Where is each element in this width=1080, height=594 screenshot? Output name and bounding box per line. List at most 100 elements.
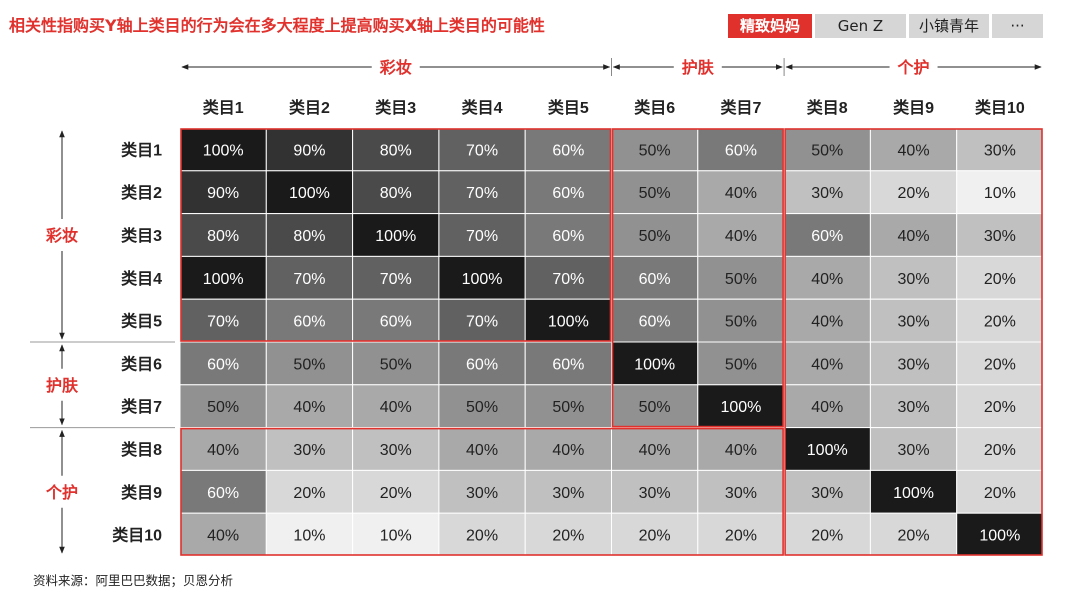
heatmap-cell: 40% [783,341,871,386]
cell-value-label: 40% [207,528,239,545]
cell-rect [611,341,699,386]
cell-rect [265,298,354,343]
heatmap-cell: 40% [697,170,785,215]
cell-value-label: 20% [466,528,498,545]
cell-rect [524,469,613,514]
heatmap-cell: 30% [869,298,958,343]
cell-value-label: 40% [811,399,843,416]
x-tick-label: 类目10 [975,98,1025,117]
cell-value-label: 60% [466,356,498,373]
cell-value-label: 40% [725,185,757,202]
tab-more[interactable]: ··· [992,14,1043,38]
heatmap-cell: 100% [697,384,785,429]
cell-value-label: 30% [898,399,930,416]
tab-xiaozhen-qingnian[interactable]: 小镇青年 [909,14,989,38]
highlight-box [611,128,784,428]
heatmap-cell: 20% [956,341,1044,386]
heatmap-cell: 60% [524,213,613,257]
x-tick-label: 类目8 [807,98,848,117]
heatmap-cell: 30% [869,341,958,386]
x-tick-label: 类目7 [720,98,761,117]
highlight-box [784,128,1043,556]
y-group-label: 彩妆 [45,226,78,245]
cell-rect [352,469,440,514]
x-tick-label: 类目4 [462,98,503,117]
cell-value-label: 40% [811,356,843,373]
heatmap-cell: 30% [352,427,440,471]
cell-rect [179,469,267,514]
cell-value-label: 50% [725,356,757,373]
heatmap-cell: 20% [697,512,785,557]
cell-rect [438,341,526,386]
cell-value-label: 100% [979,528,1020,545]
cell-value-label: 50% [207,399,239,416]
cell-rect [611,298,699,343]
cell-rect [697,469,785,514]
heatmap-cell: 10% [265,512,354,557]
cell-value-label: 70% [207,314,239,331]
cell-value-label: 40% [380,399,412,416]
tab-jingzhi-mama[interactable]: 精致妈妈 [728,14,812,38]
x-tick-label: 类目2 [289,98,330,117]
heatmap-cell: 50% [697,298,785,343]
cell-value-label: 60% [380,314,412,331]
heatmap-cell: 60% [352,298,440,343]
cell-rect [783,427,871,471]
cell-rect [524,255,613,300]
cell-value-label: 40% [552,442,584,459]
cell-value-label: 30% [898,314,930,331]
cell-value-label: 70% [466,228,498,245]
cell-value-label: 30% [552,485,584,502]
cell-value-label: 10% [984,185,1016,202]
heatmap-cell: 60% [524,127,613,172]
cell-value-label: 60% [552,356,584,373]
heatmap-cell: 60% [265,298,354,343]
heatmap-cell: 50% [524,384,613,429]
heatmap-cell: 30% [869,384,958,429]
cell-rect [611,469,699,514]
heatmap-cell: 80% [265,213,354,257]
cell-rect [869,170,958,215]
cell-rect [869,127,958,172]
cell-value-label: 70% [466,314,498,331]
heatmap-cell: 50% [611,170,699,215]
heatmap-cell: 50% [438,384,526,429]
heatmap-cell: 40% [179,427,267,471]
heatmap-cell: 40% [783,384,871,429]
cell-rect [352,298,440,343]
tab-gen-z[interactable]: Gen Z [815,14,906,38]
cell-value-label: 40% [639,442,671,459]
cell-value-label: 40% [898,142,930,159]
cell-rect [869,469,958,514]
heatmap-cell: 30% [869,427,958,471]
heatmap-cell: 30% [869,255,958,300]
heatmap-cell: 70% [352,255,440,300]
cell-rect [869,512,958,557]
cell-value-label: 20% [984,314,1016,331]
y-tick-label: 类目4 [121,269,162,288]
y-tick-label: 类目1 [121,140,162,159]
cell-value-label: 100% [203,271,244,288]
x-tick-label: 类目5 [548,98,589,117]
cell-rect [265,427,354,471]
heatmap-cell: 20% [956,255,1044,300]
cell-value-label: 60% [639,271,671,288]
cell-rect [783,384,871,429]
cell-rect [352,384,440,429]
cell-rect [438,170,526,215]
cell-value-label: 60% [811,228,843,245]
cell-value-label: 50% [639,228,671,245]
highlight-box [180,427,784,556]
cell-value-label: 30% [380,442,412,459]
heatmap-cells: 100% 90% 80% 70% 60% 50% 60% 50% 40% 30% 90% 100% 80… [179,127,1044,557]
cell-value-label: 40% [725,228,757,245]
heatmap-cell: 60% [438,341,526,386]
heatmap-cell: 60% [524,341,613,386]
heatmap-cell: 50% [611,384,699,429]
heatmap-cell: 100% [524,298,613,343]
cell-value-label: 20% [984,271,1016,288]
cell-rect [611,127,699,172]
cell-rect [956,384,1044,429]
cell-value-label: 20% [380,485,412,502]
cell-rect [438,427,526,471]
